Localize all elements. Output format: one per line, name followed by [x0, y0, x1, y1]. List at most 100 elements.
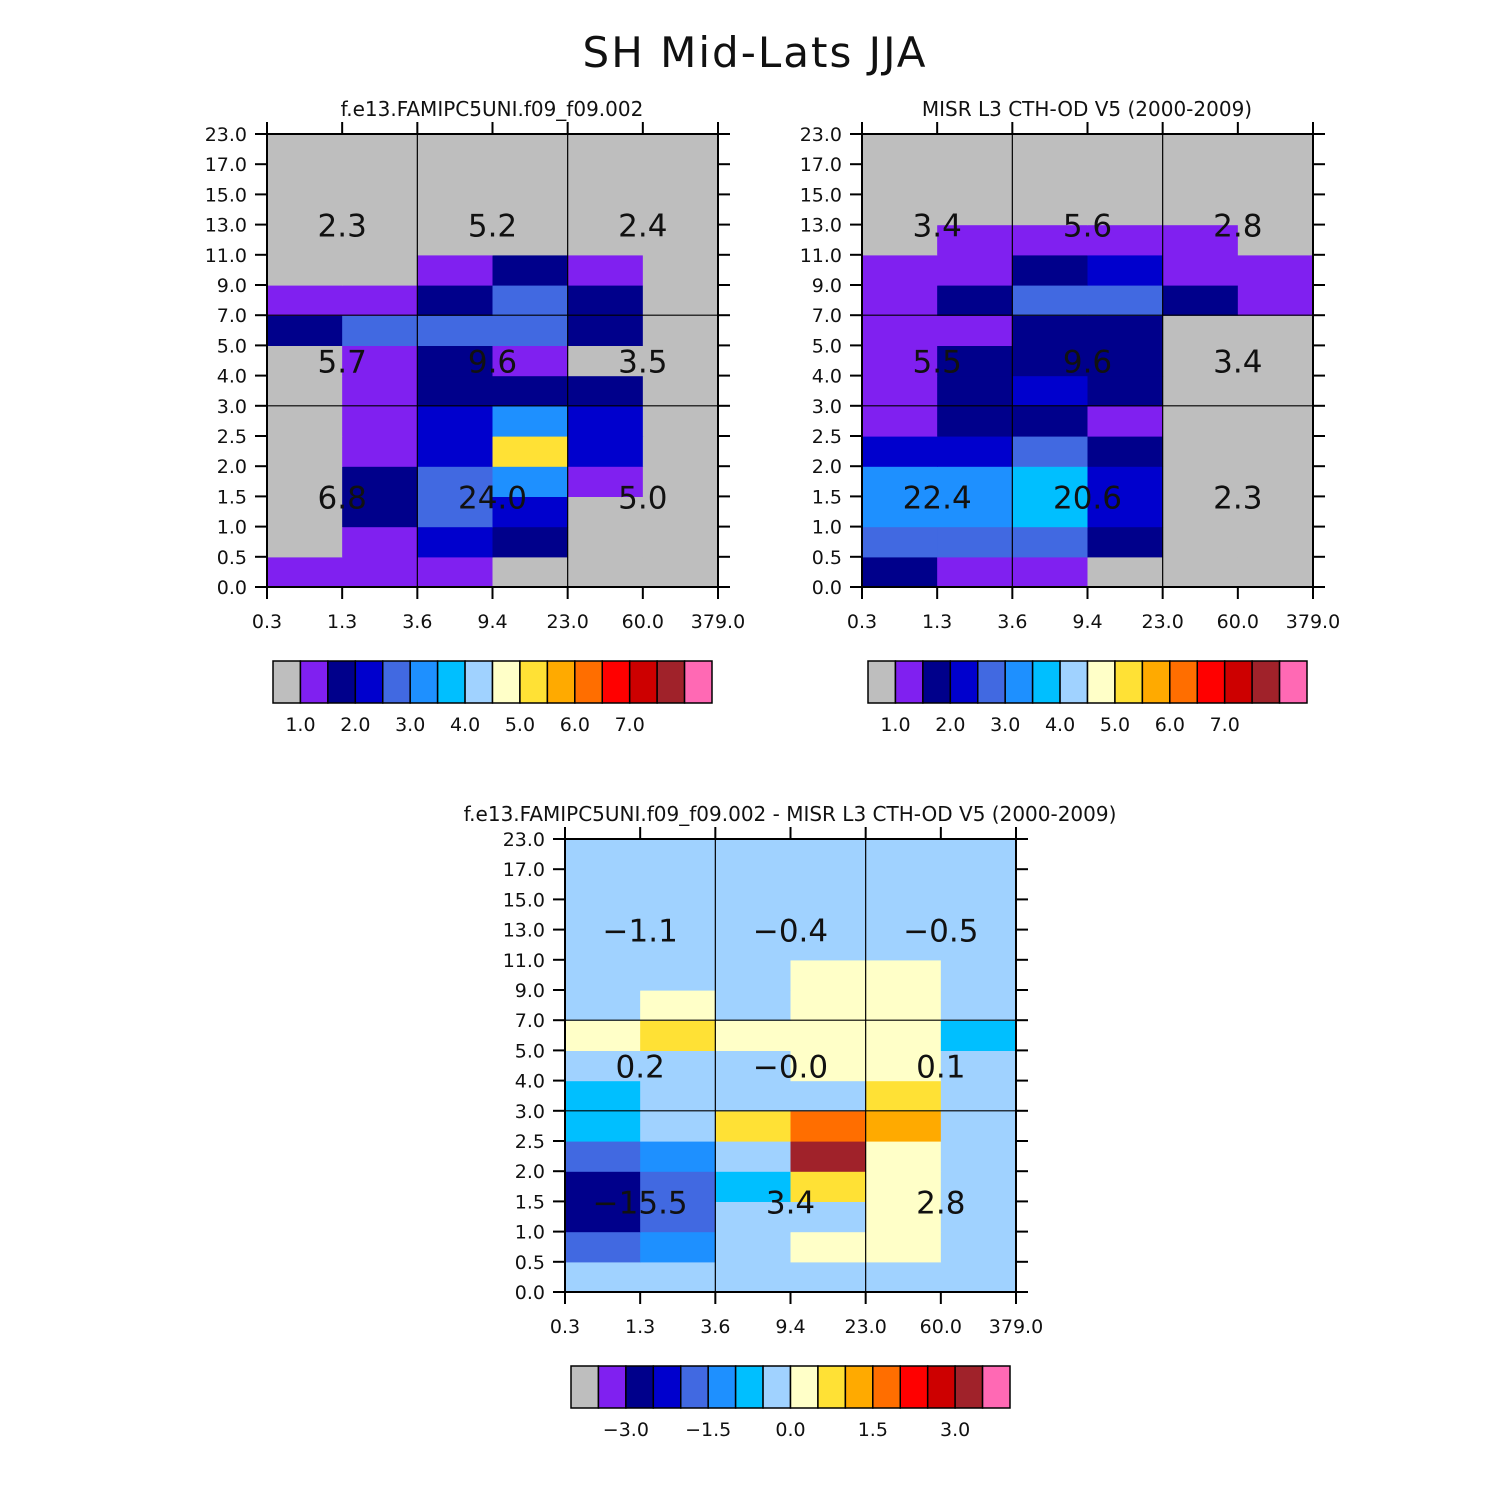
heatmap-cell [940, 1080, 1017, 1112]
colorbar-swatch [1169, 660, 1198, 704]
heatmap-cell [790, 839, 867, 870]
y-tick-label: 1.0 [812, 517, 842, 539]
heatmap-cell [1012, 315, 1089, 346]
heatmap-cell [937, 556, 1013, 588]
heatmap-cell [267, 526, 343, 558]
heatmap-cell [1087, 345, 1164, 377]
heatmap-cell [267, 224, 343, 256]
block-value-label: 2.8 [1213, 209, 1262, 245]
heatmap-cell [640, 1261, 716, 1293]
heatmap-cell [1012, 556, 1089, 588]
heatmap-cell [267, 254, 343, 286]
y-tick-label: 3.0 [812, 396, 842, 418]
heatmap-cell [492, 285, 569, 316]
heatmap-cell [565, 1231, 641, 1263]
heatmap-cell [715, 990, 792, 1021]
heatmap-cell [1162, 375, 1239, 407]
heatmap-cell [940, 869, 1017, 900]
heatmap-cell [790, 929, 867, 961]
heatmap-cell [492, 224, 569, 256]
heatmap-cell [865, 990, 942, 1021]
y-tick-label: 17.0 [503, 859, 545, 881]
y-tick-label: 13.0 [503, 920, 545, 942]
colorbar-swatch [628, 660, 658, 704]
heatmap-cell [937, 436, 1013, 467]
colorbar-label: 4.0 [450, 714, 480, 736]
block-value-label: 2.8 [916, 1185, 965, 1221]
y-tick-label: 2.5 [217, 426, 247, 448]
heatmap-cell [1162, 466, 1239, 497]
colorbar-swatch [1031, 660, 1061, 704]
heatmap-cell [790, 990, 867, 1021]
colorbar-swatch [597, 1365, 627, 1409]
page-title: SH Mid-Lats JJA [582, 28, 928, 77]
y-tick-label: 17.0 [800, 154, 842, 176]
heatmap-cell [790, 869, 867, 900]
x-tick-label: 1.3 [625, 1316, 655, 1338]
block-value-label: −0.4 [753, 914, 828, 950]
heatmap-cell [342, 194, 418, 226]
heatmap-cell [1162, 526, 1239, 558]
heatmap-cell [865, 1141, 942, 1172]
heatmap-cell [267, 285, 343, 316]
heatmap-cell [640, 1110, 716, 1142]
heatmap-cell [937, 134, 1013, 165]
heatmap-cell [865, 869, 942, 900]
colorbar-swatch [844, 1365, 874, 1409]
heatmap-cell [1087, 375, 1164, 407]
heatmap-cell [1087, 224, 1164, 256]
heatmap-cell [567, 345, 644, 377]
heatmap-cell [567, 315, 644, 346]
y-tick-label: 4.0 [217, 366, 247, 388]
heatmap-cell [417, 254, 494, 286]
heatmap-cell [862, 375, 938, 407]
heatmap-cell [862, 466, 938, 497]
heatmap-cell [715, 839, 792, 870]
heatmap-cell [715, 1201, 792, 1233]
heatmap-cell [640, 959, 716, 991]
heatmap-cell [342, 164, 418, 195]
heatmap-cell [642, 496, 719, 528]
x-tick-label: 9.4 [1072, 611, 1102, 633]
colorbar-label: 6.0 [560, 714, 590, 736]
x-tick-label: 60.0 [920, 1316, 962, 1338]
heatmap-cell [1237, 556, 1314, 588]
heatmap-cell [715, 1261, 792, 1293]
heatmap-cell [940, 1231, 1017, 1263]
heatmap-cell [862, 345, 938, 377]
y-tick-label: 0.5 [217, 547, 247, 569]
heatmap-cell [715, 1141, 792, 1172]
heatmap-cell [492, 194, 569, 226]
colorbar-label: −1.5 [685, 1419, 731, 1441]
heatmap-cell [865, 839, 942, 870]
block-value-label: 5.7 [318, 345, 367, 381]
panel-difference: f.e13.FAMIPC5UNI.f09_f09.002 - MISR L3 C… [464, 802, 1117, 1441]
colorbar-swatch [1059, 660, 1089, 704]
colorbar-swatch [707, 1365, 737, 1409]
heatmap-cell [267, 556, 343, 588]
heatmap-cell [642, 405, 719, 437]
block-value-label: 0.2 [616, 1050, 665, 1086]
block-value-label: 24.0 [458, 480, 527, 516]
heatmap-cell [492, 496, 569, 528]
heatmap-cell [715, 959, 792, 991]
colorbar-swatch [926, 1365, 956, 1409]
heatmap-cell [567, 164, 644, 195]
heatmap-cell [567, 466, 644, 497]
heatmap-cell [492, 254, 569, 286]
y-tick-label: 1.5 [515, 1191, 545, 1213]
y-tick-label: 0.0 [217, 577, 247, 599]
x-tick-label: 1.3 [327, 611, 357, 633]
heatmap-cell [862, 134, 938, 165]
heatmap-cell [640, 990, 716, 1021]
colorbar-swatch [894, 660, 924, 704]
y-tick-label: 2.0 [515, 1161, 545, 1183]
heatmap-cell [1162, 405, 1239, 437]
y-tick-label: 3.0 [217, 396, 247, 418]
heatmap-cell [417, 436, 494, 467]
colorbar-label: 1.0 [285, 714, 315, 736]
heatmap-cell [865, 899, 942, 931]
colorbar-label: 1.5 [858, 1419, 888, 1441]
block-value-label: 20.6 [1053, 480, 1122, 516]
colorbar-label: 6.0 [1155, 714, 1185, 736]
